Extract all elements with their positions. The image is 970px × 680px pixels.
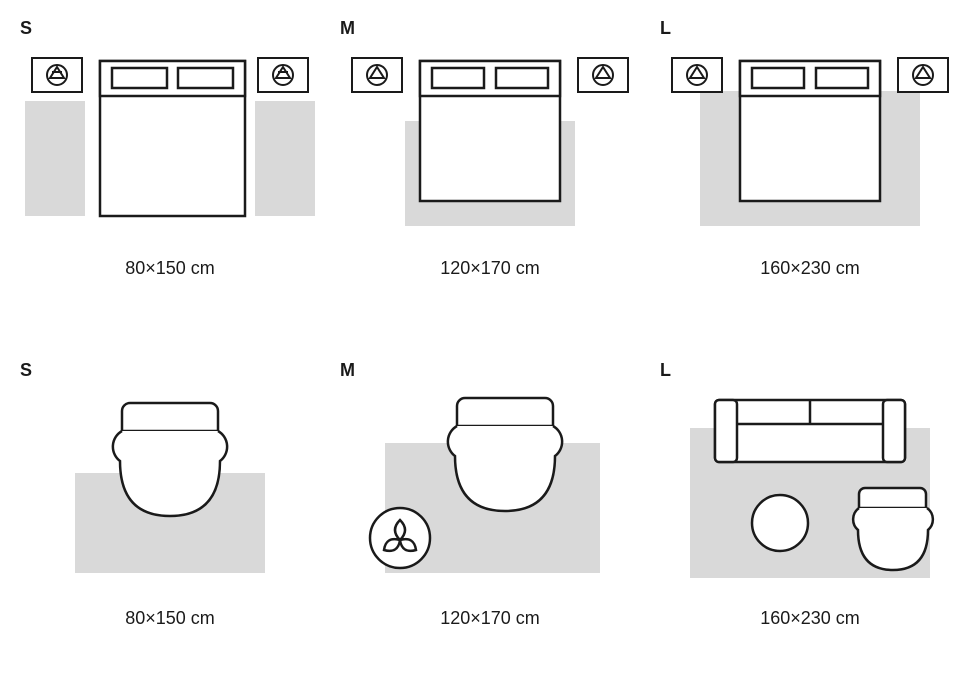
living-m-panel [340,388,640,578]
dim-label-m-bed: 120×170 cm [340,258,640,279]
size-label-m-liv: M [340,360,355,381]
living-l-diagram [660,388,960,583]
rug-size-guide: S 80×150 cm [0,0,970,680]
dim-label-l-liv: 160×230 cm [660,608,960,629]
living-s-panel [20,388,320,578]
bedroom-l-diagram [660,46,960,231]
bedroom-s-panel [20,46,320,221]
size-label-s-bed: S [20,18,32,39]
bedroom-l-panel [660,46,960,231]
dim-label-m-liv: 120×170 cm [340,608,640,629]
bedroom-m-panel [340,46,640,231]
bedroom-m-diagram [340,46,640,231]
size-label-m-bed: M [340,18,355,39]
dim-label-l-bed: 160×230 cm [660,258,960,279]
living-l-panel [660,388,960,583]
size-label-s-liv: S [20,360,32,381]
size-label-l-liv: L [660,360,671,381]
dim-label-s-bed: 80×150 cm [20,258,320,279]
dim-label-s-liv: 80×150 cm [20,608,320,629]
living-m-diagram [340,388,640,578]
living-s-diagram [20,388,320,578]
bedroom-s-diagram [20,46,320,221]
size-label-l-bed: L [660,18,671,39]
